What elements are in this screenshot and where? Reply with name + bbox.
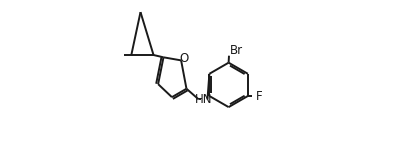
Text: F: F — [256, 90, 263, 102]
Text: Br: Br — [230, 44, 243, 57]
Text: O: O — [179, 52, 188, 65]
Text: HN: HN — [196, 93, 213, 106]
